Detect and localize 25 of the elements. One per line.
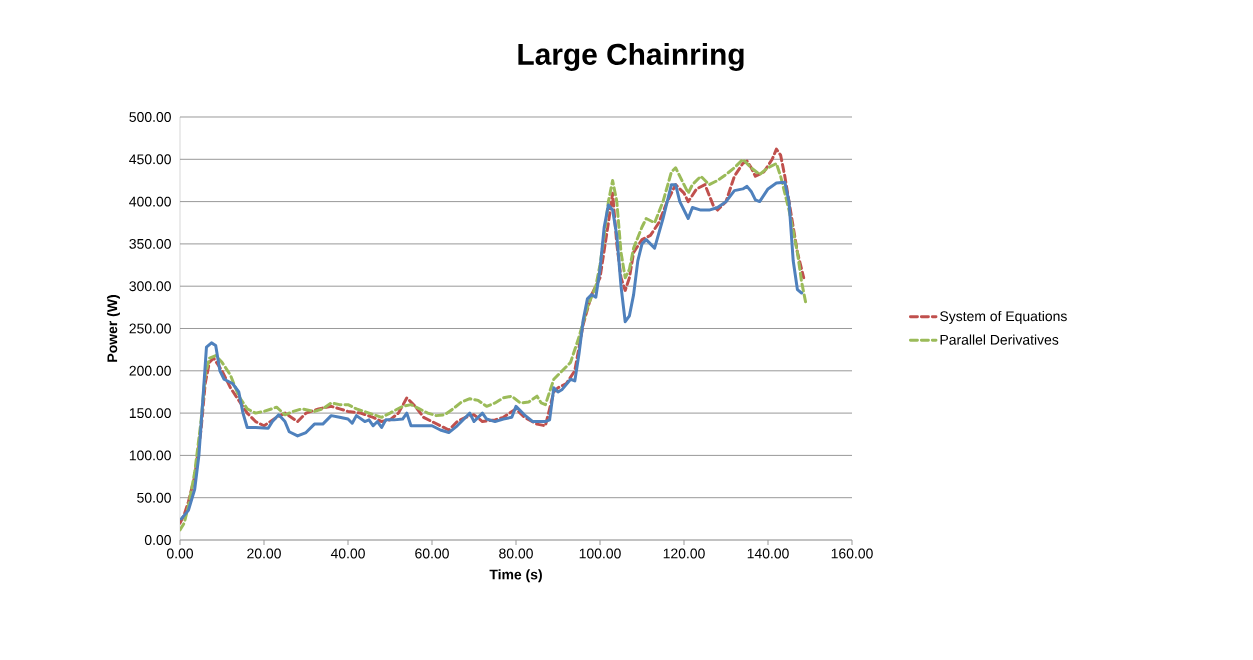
x-tick-label: 160.00 — [831, 548, 873, 559]
x-tick-label: 60.00 — [415, 548, 449, 559]
x-tick-label: 20.00 — [247, 548, 281, 559]
y-axis-title: Power (W) — [106, 295, 120, 362]
y-tick-label: 0.00 — [144, 535, 171, 545]
legend-label: Parallel Derivatives — [940, 334, 1059, 345]
x-tick-label: 0.00 — [166, 548, 194, 559]
y-tick-label: 500.00 — [129, 112, 171, 122]
legend-label: System of Equations — [940, 310, 1067, 324]
x-tick-label: 40.00 — [330, 548, 365, 559]
y-tick-label: 400.00 — [129, 196, 171, 207]
y-tick-label: 150.00 — [129, 408, 171, 419]
x-tick-label: 120.00 — [663, 548, 705, 559]
y-tick-label: 200.00 — [129, 365, 171, 376]
y-tick-label: 50.00 — [137, 492, 171, 503]
y-tick-label: 350.00 — [129, 238, 171, 249]
x-axis-title: Time (s) — [489, 569, 542, 583]
y-tick-label: 300.00 — [129, 281, 171, 292]
y-tick-label: 450.00 — [129, 154, 171, 165]
y-tick-label: 250.00 — [129, 323, 171, 334]
x-tick-label: 140.00 — [747, 548, 789, 559]
x-tick-label: 80.00 — [499, 548, 533, 559]
y-tick-label: 100.00 — [129, 450, 171, 461]
x-tick-label: 100.00 — [579, 548, 621, 559]
chart-title: Large Chainring — [518, 43, 744, 71]
